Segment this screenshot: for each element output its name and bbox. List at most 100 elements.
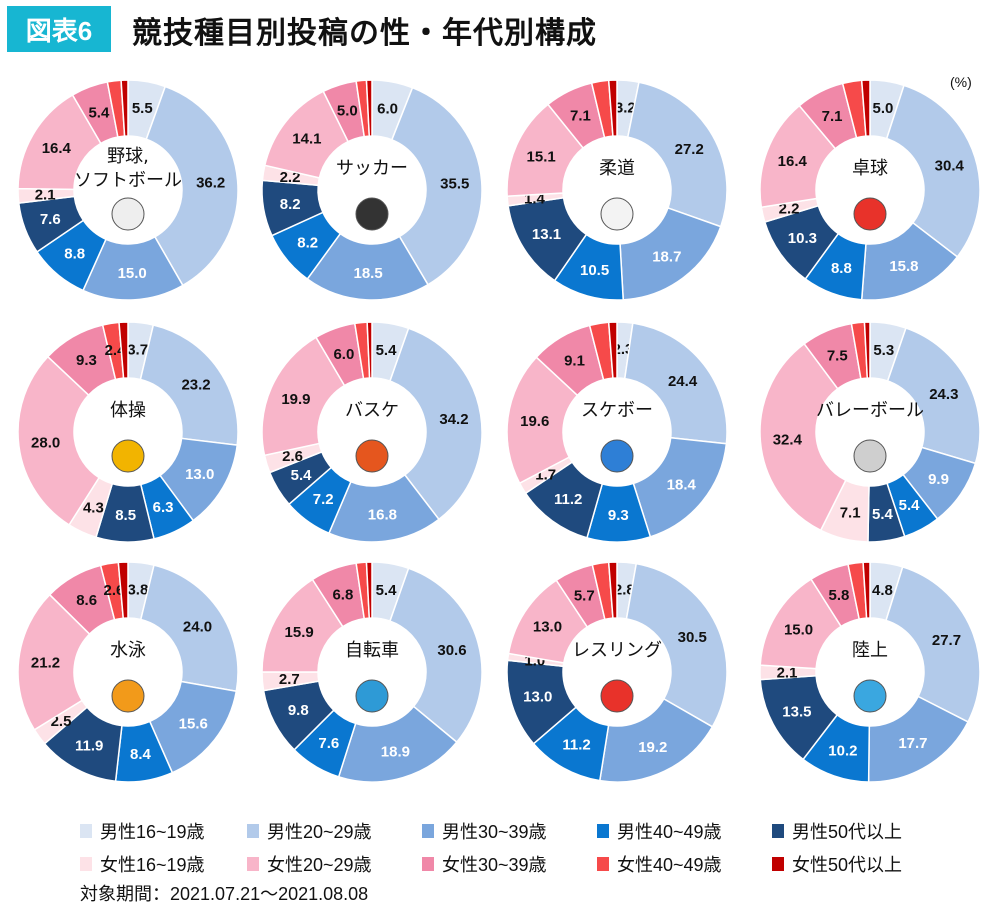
segment-value-label: 8.8 xyxy=(831,260,852,277)
legend-item: 男性50代以上 xyxy=(772,818,942,844)
donut-chart: 5.4 30.6 18.9 7.6 9.8 2.7 15.9 6.8 自転車 xyxy=(261,561,483,783)
donut-segment xyxy=(118,321,129,379)
segment-value-label: 13.1 xyxy=(532,226,561,243)
segment-value-label: 5.5 xyxy=(132,100,153,117)
segment-value-label: 32.4 xyxy=(773,431,803,448)
segment-value-label: 3.2 xyxy=(615,99,636,116)
chart-title: サッカー xyxy=(336,158,408,179)
legend-item: 男性16~19歳 xyxy=(80,818,247,844)
segment-value-label: 21.2 xyxy=(31,655,60,672)
segment-value-label: 2.2 xyxy=(779,201,800,218)
soccer-ball-icon xyxy=(355,197,389,231)
donut-chart: 3.227.218.710.513.11.415.17.1柔道 xyxy=(506,79,728,301)
donut-segment xyxy=(17,355,101,526)
donut-chart: 5.3 24.3 9.9 5.4 5.4 7.1 32.4 7.5 バレーボール xyxy=(759,321,981,543)
icon-shape xyxy=(111,197,145,231)
donut-chart: 4.8 27.7 17.7 10.2 13.5 2.1 15.0 5.8 陸上 xyxy=(759,561,981,783)
swimmer-icon xyxy=(111,679,145,713)
legend-swatch xyxy=(80,824,92,838)
legend: 男性16~19歳 男性20~29歳 男性30~39歳 男性40~49歳 男性50… xyxy=(80,818,942,877)
basketball-icon xyxy=(355,439,389,473)
donut-segment xyxy=(389,567,483,744)
segment-value-label: 5.4 xyxy=(291,467,313,484)
donut-segment xyxy=(389,327,483,521)
icon-shape xyxy=(355,679,389,713)
legend-item: 女性16~19歳 xyxy=(80,851,247,877)
icon-shape xyxy=(355,197,389,231)
legend-item: 男性40~49歳 xyxy=(597,818,772,844)
segment-value-label: 7.6 xyxy=(40,211,61,228)
legend-item: 男性20~29歳 xyxy=(247,818,422,844)
donut-segment xyxy=(623,322,728,445)
segment-value-label: 16.4 xyxy=(778,153,808,170)
chart-title: 野球, xyxy=(107,146,149,167)
segment-value-label: 5.4 xyxy=(88,104,110,121)
segment-value-label: 9.1 xyxy=(564,353,585,370)
donut-segment xyxy=(886,327,981,465)
segment-value-label: 3.7 xyxy=(127,342,148,359)
segment-value-label: 2.6 xyxy=(104,582,125,599)
segment-value-label: 2.1 xyxy=(35,186,56,203)
legend-item: 女性20~29歳 xyxy=(247,851,422,877)
segment-value-label: 8.6 xyxy=(76,592,97,609)
icon-shape xyxy=(853,197,887,231)
segment-value-label: 2.1 xyxy=(777,664,798,681)
segment-value-label: 18.4 xyxy=(667,477,697,494)
segment-value-label: 30.5 xyxy=(678,629,707,646)
segment-value-label: 9.3 xyxy=(76,352,97,369)
legend-swatch xyxy=(422,824,434,838)
donut-segment xyxy=(365,561,373,619)
segment-value-label: 13.0 xyxy=(523,689,552,706)
segment-value-label: 30.4 xyxy=(935,157,965,174)
donut-chart: 5.0 30.4 15.8 8.8 10.3 2.2 16.4 7.1 卓球 xyxy=(759,79,981,301)
legend-item: 女性50代以上 xyxy=(772,851,942,877)
legend-swatch xyxy=(597,857,609,871)
segment-value-label: 19.6 xyxy=(520,413,549,430)
cyclist-icon xyxy=(355,679,389,713)
donut-chart: 5.5 36.2 15.0 8.8 7.6 2.1 16.4 5.4 野球, ソフトボール xyxy=(17,79,239,301)
segment-value-label: 5.4 xyxy=(376,582,398,599)
donut-segment xyxy=(626,81,728,228)
segment-value-label: 9.3 xyxy=(608,507,629,524)
segment-value-label: 5.0 xyxy=(337,103,358,120)
segment-value-label: 7.1 xyxy=(822,108,843,125)
legend-label: 男性16~19歳 xyxy=(100,822,205,842)
chart-title: 卓球 xyxy=(852,158,888,179)
segment-value-label: 11.9 xyxy=(75,737,103,754)
segment-value-label: 18.5 xyxy=(353,265,382,282)
legend-item: 女性40~49歳 xyxy=(597,851,772,877)
ping-pong-icon xyxy=(853,197,887,231)
segment-value-label: 6.0 xyxy=(333,346,354,363)
volleyball-icon xyxy=(853,439,887,473)
segment-value-label: 16.8 xyxy=(368,506,397,523)
segment-value-label: 19.9 xyxy=(281,391,310,408)
legend-label: 男性20~29歳 xyxy=(267,822,372,842)
segment-value-label: 24.4 xyxy=(668,373,698,390)
period-note: 対象期間：2021.07.21～2021.08.08 xyxy=(80,884,369,904)
runner-icon xyxy=(853,679,887,713)
donut-segment xyxy=(860,79,871,137)
segment-value-label: 24.0 xyxy=(183,619,212,636)
segment-value-label: 15.9 xyxy=(285,624,314,641)
segment-value-label: 8.8 xyxy=(64,246,85,263)
icon-shape xyxy=(600,679,634,713)
segment-value-label: 8.4 xyxy=(130,746,152,763)
donut-segment xyxy=(145,85,239,287)
segment-value-label: 8.2 xyxy=(280,196,301,213)
segment-value-label: 14.1 xyxy=(292,131,321,148)
segment-value-label: 13.0 xyxy=(185,466,214,483)
judo-gi-icon xyxy=(600,197,634,231)
segment-value-label: 18.7 xyxy=(652,248,681,265)
segment-value-label: 2.7 xyxy=(279,671,300,688)
segment-value-label: 2.8 xyxy=(614,581,635,598)
segment-value-label: 15.8 xyxy=(889,258,918,275)
chart-title: 陸上 xyxy=(852,640,888,661)
segment-value-label: 27.2 xyxy=(675,141,704,158)
donut-chart: 6.0 35.5 18.5 8.2 8.2 2.2 14.1 5.0 サッカー xyxy=(261,79,483,301)
segment-value-label: 5.4 xyxy=(872,506,894,523)
donut-segment xyxy=(598,697,714,783)
segment-value-label: 7.6 xyxy=(318,735,339,752)
chart-title: バスケ xyxy=(345,400,399,421)
legend-label: 女性16~19歳 xyxy=(100,855,205,875)
